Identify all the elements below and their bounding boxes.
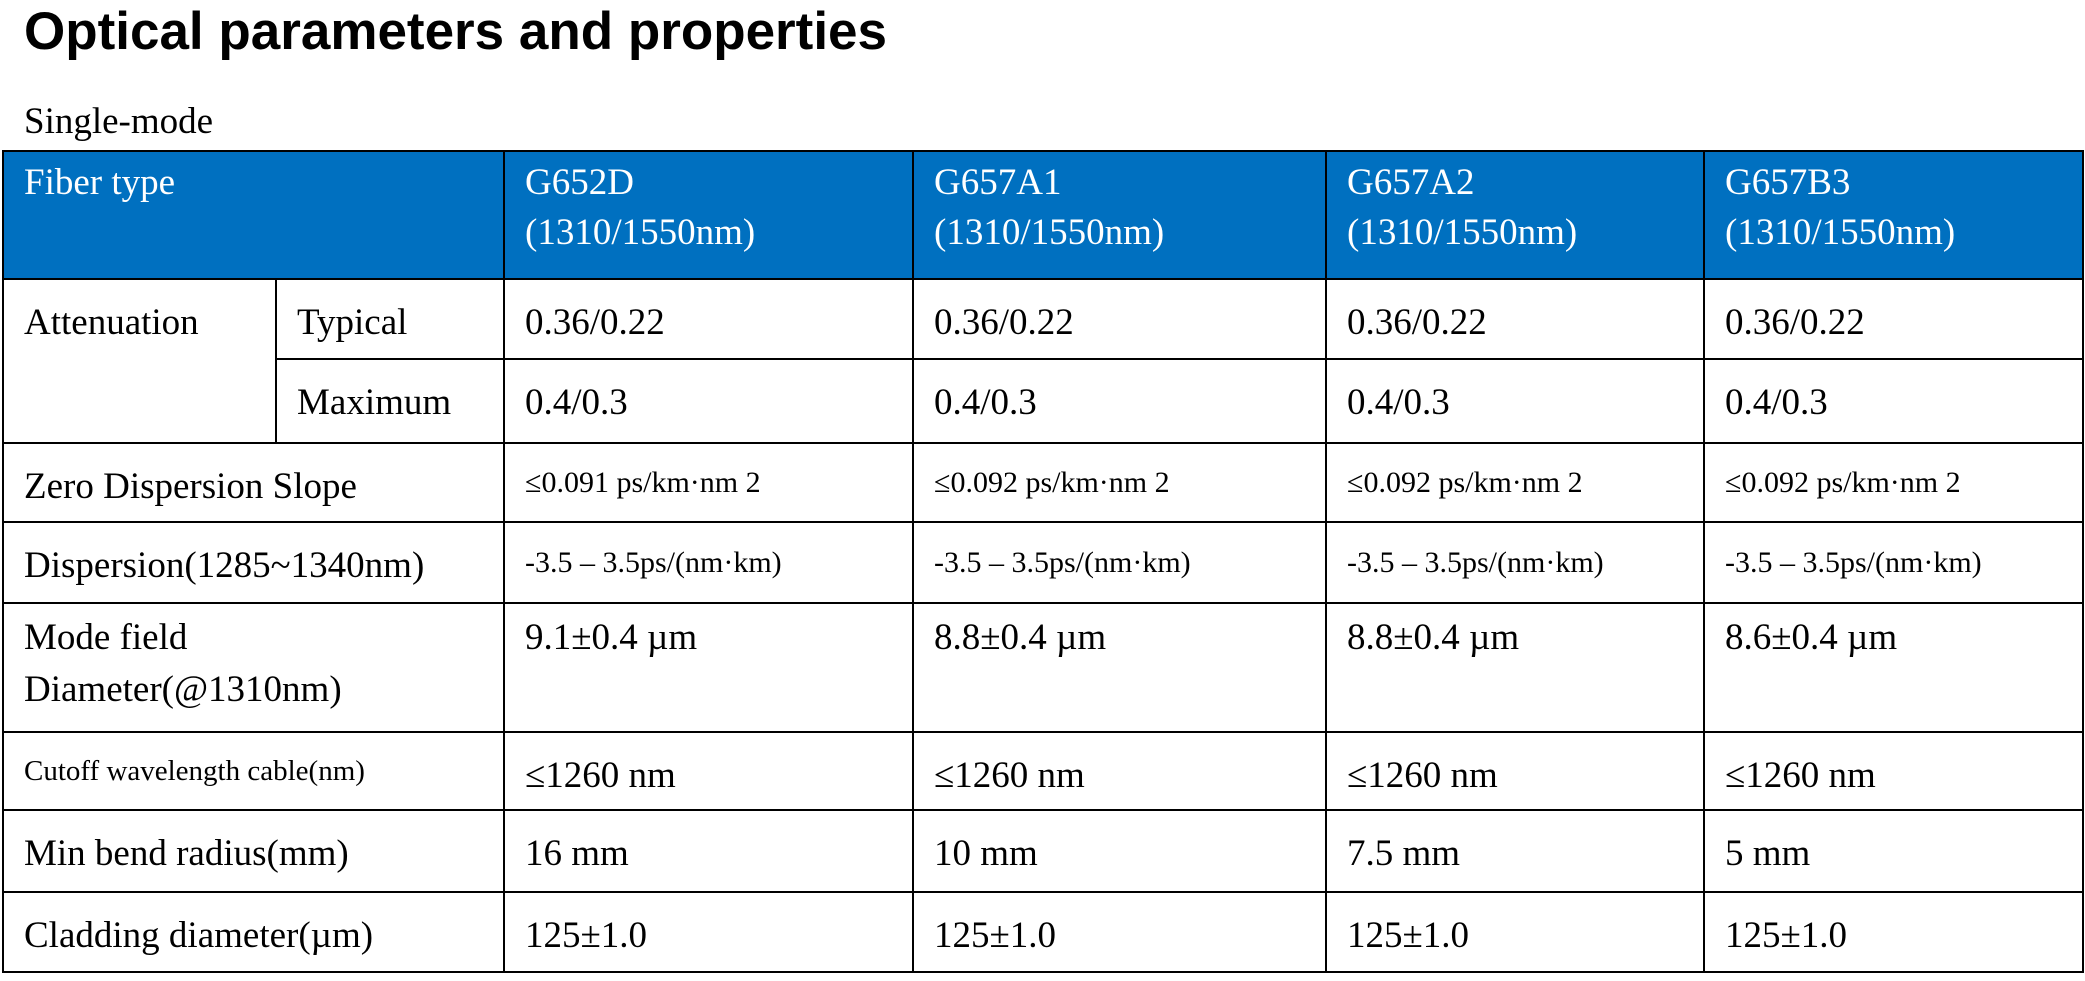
dispersion-label: Dispersion(1285~1340nm) <box>2 521 505 604</box>
table-cell: ≤0.092 ps/km·nm 2 <box>1703 442 2084 523</box>
table-cell: 8.8±0.4 µm <box>1325 602 1705 733</box>
table-cell: 10 mm <box>912 809 1327 893</box>
header-row: Fiber type G652D (1310/1550nm) G657A1 (1… <box>2 150 2084 280</box>
table-row-dispersion: Dispersion(1285~1340nm) -3.5 – 3.5ps/(nm… <box>2 521 2084 604</box>
table-cell: 125±1.0 <box>912 891 1327 973</box>
table-cell: 0.4/0.3 <box>503 358 914 444</box>
attenuation-maximum-label: Maximum <box>275 358 505 444</box>
table-cell: 125±1.0 <box>1703 891 2084 973</box>
table-row-min-bend-radius: Min bend radius(mm) 16 mm 10 mm 7.5 mm 5… <box>2 809 2084 893</box>
table-cell: 16 mm <box>503 809 914 893</box>
table-cell: 0.4/0.3 <box>912 358 1327 444</box>
table-cell: ≤1260 nm <box>1325 731 1705 811</box>
table-cell: ≤0.092 ps/km·nm 2 <box>912 442 1327 523</box>
table-cell: 7.5 mm <box>1325 809 1705 893</box>
table-cell: 8.6±0.4 µm <box>1703 602 2084 733</box>
attenuation-typical-label: Typical <box>275 278 505 360</box>
table-row-cutoff-wavelength: Cutoff wavelength cable(nm) ≤1260 nm ≤12… <box>2 731 2084 811</box>
header-fiber-type: Fiber type <box>2 150 505 280</box>
header-name: G657A2 <box>1347 162 1475 203</box>
table-cell: 0.36/0.22 <box>503 278 914 360</box>
table-cell: ≤0.092 ps/km·nm 2 <box>1325 442 1705 523</box>
mode-field-label-line2: Diameter(@1310nm) <box>24 669 342 710</box>
header-name: G657B3 <box>1725 162 1851 203</box>
header-name: G652D <box>525 162 634 203</box>
header-range: (1310/1550nm) <box>1347 212 1578 253</box>
section-label: Single-mode <box>24 101 214 142</box>
table-cell: ≤1260 nm <box>503 731 914 811</box>
table-cell: 0.36/0.22 <box>912 278 1327 360</box>
table-cell: 0.4/0.3 <box>1325 358 1705 444</box>
table-cell: 125±1.0 <box>503 891 914 973</box>
table-cell: -3.5 – 3.5ps/(nm·km) <box>503 521 914 604</box>
table-cell: ≤0.091 ps/km·nm 2 <box>503 442 914 523</box>
page-title: Optical parameters and properties <box>24 2 888 61</box>
table-cell: 125±1.0 <box>1325 891 1705 973</box>
table-cell: 0.36/0.22 <box>1703 278 2084 360</box>
header-range: (1310/1550nm) <box>1725 212 1956 253</box>
mode-field-diameter-label: Mode field Diameter(@1310nm) <box>2 602 505 733</box>
table-row-attenuation-maximum: Maximum 0.4/0.3 0.4/0.3 0.4/0.3 0.4/0.3 <box>3 358 2084 444</box>
header-g657b3: G657B3 (1310/1550nm) <box>1703 150 2084 280</box>
header-g652d: G652D (1310/1550nm) <box>503 150 914 280</box>
header-g657a1: G657A1 (1310/1550nm) <box>912 150 1327 280</box>
table-cell: 0.36/0.22 <box>1325 278 1705 360</box>
table-cell: ≤1260 nm <box>912 731 1327 811</box>
header-g657a2: G657A2 (1310/1550nm) <box>1325 150 1705 280</box>
table-cell: 8.8±0.4 µm <box>912 602 1327 733</box>
header-range: (1310/1550nm) <box>934 212 1165 253</box>
header-name: G657A1 <box>934 162 1062 203</box>
table-cell: -3.5 – 3.5ps/(nm·km) <box>912 521 1327 604</box>
zero-dispersion-slope-label: Zero Dispersion Slope <box>2 442 505 523</box>
table-row-zero-dispersion-slope: Zero Dispersion Slope ≤0.091 ps/km·nm 2 … <box>2 442 2084 523</box>
table-cell: 0.4/0.3 <box>1703 358 2084 444</box>
optical-parameters-table: Fiber type G652D (1310/1550nm) G657A1 (1… <box>2 150 2084 973</box>
min-bend-radius-label: Min bend radius(mm) <box>2 809 505 893</box>
table-cell: 9.1±0.4 µm <box>503 602 914 733</box>
table-cell: 5 mm <box>1703 809 2084 893</box>
mode-field-label-line1: Mode field <box>24 617 188 658</box>
cutoff-wavelength-label: Cutoff wavelength cable(nm) <box>2 731 505 811</box>
attenuation-label: Attenuation <box>2 278 277 444</box>
cladding-diameter-label: Cladding diameter(µm) <box>2 891 505 973</box>
table-cell: -3.5 – 3.5ps/(nm·km) <box>1325 521 1705 604</box>
table-cell: ≤1260 nm <box>1703 731 2084 811</box>
table-row-cladding-diameter: Cladding diameter(µm) 125±1.0 125±1.0 12… <box>2 891 2084 973</box>
table-row-attenuation-typical: Attenuation Typical 0.36/0.22 0.36/0.22 … <box>2 278 2084 444</box>
header-range: (1310/1550nm) <box>525 212 756 253</box>
table-cell: -3.5 – 3.5ps/(nm·km) <box>1703 521 2084 604</box>
table-row-mode-field-diameter: Mode field Diameter(@1310nm) 9.1±0.4 µm … <box>2 602 2084 733</box>
